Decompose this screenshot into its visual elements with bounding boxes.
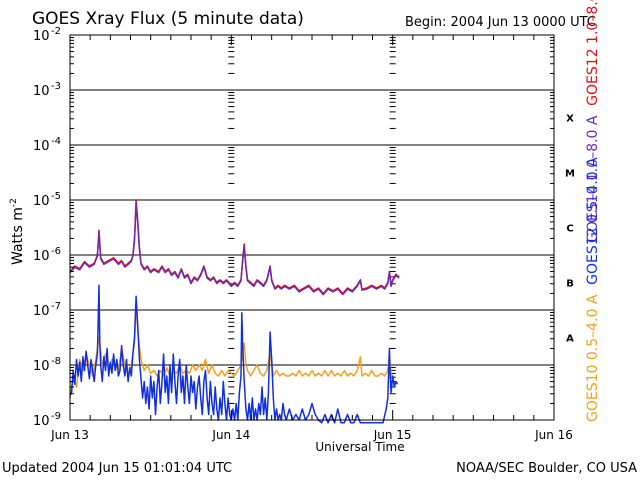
x-tick-label: Jun 16 bbox=[534, 428, 573, 442]
legend-long-wavelength: GOES10 1.0–8.0 A GOES12 1.0–8.0 A bbox=[585, 0, 601, 243]
y-tick-label: 10 -4 bbox=[33, 136, 61, 154]
y-tick-label: 10 -7 bbox=[33, 301, 61, 319]
y-axis-label-exp: -2 bbox=[9, 198, 19, 207]
chart-title: GOES Xray Flux (5 minute data) bbox=[32, 9, 304, 29]
flare-class-m: M bbox=[565, 169, 575, 180]
flare-class-b: B bbox=[566, 279, 574, 290]
begin-label: Begin: 2004 Jun 13 0000 UTC bbox=[405, 15, 596, 30]
x-axis-label: Universal Time bbox=[315, 440, 404, 454]
x-tick-label: Jun 13 bbox=[50, 428, 89, 442]
series-goes12-1-0-8-0-a bbox=[69, 199, 400, 295]
y-tick-exp: -7 bbox=[51, 301, 61, 312]
legend-goes10-long: GOES10 1.0–8.0 A bbox=[585, 115, 601, 243]
flare-class-c: C bbox=[566, 224, 573, 235]
series-goes10-1-0-8-0-a bbox=[69, 202, 400, 296]
legend-goes12-long: GOES12 1.0–8.0 A bbox=[585, 0, 601, 106]
series-goes12-0-5-4-0-a bbox=[69, 284, 399, 424]
y-tick-label: 10 -2 bbox=[33, 26, 61, 44]
legend-short-wavelength: GOES10 0.5–4.0 A GOES12 0.5–4.0 A bbox=[585, 157, 601, 422]
flare-class-x: X bbox=[566, 114, 574, 125]
y-tick-label: 10 -3 bbox=[33, 81, 61, 99]
x-tick-label: Jun 14 bbox=[211, 428, 250, 442]
y-tick-base: 10 bbox=[33, 304, 50, 319]
updated-timestamp: Updated 2004 Jun 15 01:01:04 UTC bbox=[2, 461, 232, 476]
y-tick-labels: 10-210-310-410-510-610-710-810-9 bbox=[33, 26, 61, 429]
y-tick-exp: -5 bbox=[51, 191, 61, 202]
credit-text: NOAA/SEC Boulder, CO USA bbox=[456, 461, 637, 476]
plot-frame bbox=[69, 34, 555, 421]
flare-class-a: A bbox=[566, 334, 574, 345]
day-ticks bbox=[228, 37, 396, 421]
y-tick-base: 10 bbox=[33, 84, 50, 99]
y-axis-label-base: Watts m bbox=[10, 207, 26, 265]
legend-goes10-short: GOES10 0.5–4.0 A bbox=[585, 294, 601, 422]
y-tick-label: 10 -5 bbox=[33, 191, 61, 209]
y-tick-exp: -4 bbox=[51, 136, 61, 147]
y-tick-label: 10 -6 bbox=[33, 246, 61, 264]
y-tick-base: 10 bbox=[33, 414, 50, 429]
y-tick-label: 10 -9 bbox=[33, 411, 61, 429]
y-tick-exp: -2 bbox=[51, 26, 61, 37]
y-tick-base: 10 bbox=[33, 29, 50, 44]
y-tick-exp: -3 bbox=[51, 81, 61, 92]
y-axis-label: Watts m-2 bbox=[9, 198, 26, 265]
x-tick-label: Jun 15 bbox=[373, 428, 412, 442]
series-lines bbox=[69, 199, 400, 424]
gridlines bbox=[70, 89, 554, 366]
x-tick-labels: Jun 13 Jun 14 Jun 15 Jun 16 bbox=[50, 428, 573, 442]
legend-goes12-short: GOES12 0.5–4.0 A bbox=[585, 157, 601, 285]
y-tick-exp: -9 bbox=[51, 411, 61, 422]
y-tick-base: 10 bbox=[33, 359, 50, 374]
y-tick-base: 10 bbox=[33, 139, 50, 154]
y-tick-exp: -6 bbox=[51, 246, 61, 257]
flare-class-labels: X M C B A bbox=[565, 114, 575, 345]
y-tick-label: 10 -8 bbox=[33, 356, 61, 374]
y-tick-exp: -8 bbox=[51, 356, 61, 367]
frame-ticks bbox=[69, 35, 555, 420]
y-tick-base: 10 bbox=[33, 194, 50, 209]
y-tick-base: 10 bbox=[33, 249, 50, 264]
